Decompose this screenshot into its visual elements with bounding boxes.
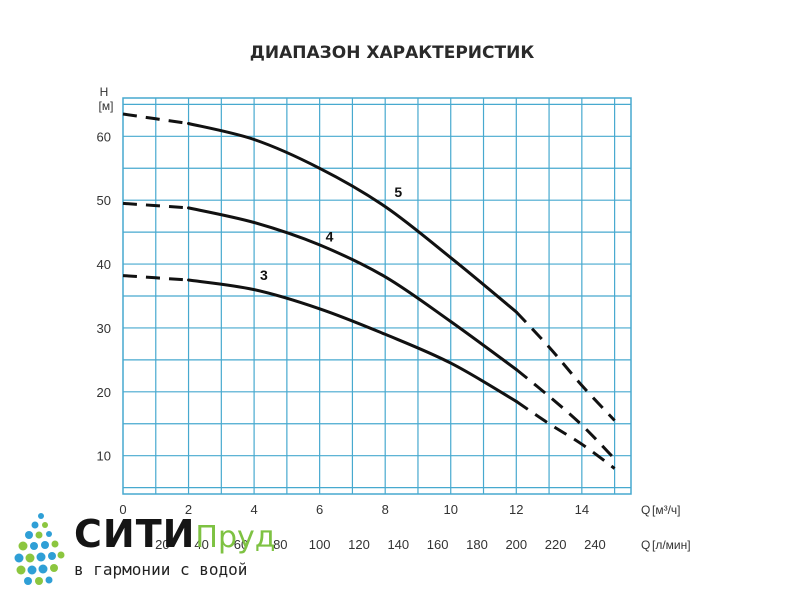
curve-label-4: 4 (326, 229, 334, 245)
curve-3 (187, 278, 518, 403)
x-tick-label: 12 (509, 502, 523, 517)
x-tick-label: 10 (444, 502, 458, 517)
x-tick-label: 8 (382, 502, 389, 517)
curve-5 (187, 122, 518, 314)
x-tick-label: 14 (575, 502, 589, 517)
curve-label-5: 5 (394, 184, 402, 200)
logo-name: СИТИПруд (74, 512, 276, 556)
curve-4-dashed-start (122, 201, 189, 210)
x-tick-label: 2 (185, 502, 192, 517)
y-tick-label: 40 (97, 257, 111, 272)
y-tick-label: 60 (97, 129, 111, 144)
curve-label-3: 3 (260, 267, 268, 283)
curve-4-dashed-end (515, 368, 616, 460)
x2-axis-label: Q (641, 538, 650, 552)
y-tick-label: 30 (97, 321, 111, 336)
tick-labels: 10 20 30 40 50 60 0 2 4 6 8 10 12 14 20 40 60 80 100 120 140… (97, 129, 606, 552)
x2-tick-label: 60 (234, 537, 248, 552)
x2-tick-label: 220 (545, 537, 567, 552)
x2-tick-label: 100 (309, 537, 331, 552)
x2-tick-label: 20 (155, 537, 169, 552)
curve-3-dashed-start (122, 274, 189, 282)
x2-tick-label: 240 (584, 537, 606, 552)
y-tick-label: 10 (97, 449, 111, 464)
x2-tick-label: 160 (427, 537, 449, 552)
curves: 5 4 3 (122, 112, 616, 470)
y-tick-label: 50 (97, 193, 111, 208)
x2-tick-label: 140 (387, 537, 409, 552)
x-tick-label: 4 (250, 502, 257, 517)
curve-3-dashed-end (515, 400, 616, 470)
logo-name-main: СИТИ (74, 512, 196, 556)
y-axis-label: H (100, 85, 109, 99)
curve-4 (187, 206, 518, 371)
x2-axis-unit: [л/мин] (652, 538, 691, 552)
logo-tagline: в гармонии с водой (74, 560, 248, 579)
logo-name-accent: Пруд (195, 520, 276, 555)
x2-tick-label: 80 (273, 537, 287, 552)
y-tick-label: 20 (97, 385, 111, 400)
logo: СИТИПруд в гармонии с водой (8, 510, 308, 590)
grid (122, 97, 632, 495)
x2-tick-label: 40 (194, 537, 208, 552)
x2-tick-label: 180 (466, 537, 488, 552)
water-drop-icon (14, 513, 65, 585)
x-axis-unit: [м³/ч] (652, 503, 681, 517)
chart-title: ДИАПАЗОН ХАРАКТЕРИСТИК (250, 43, 535, 63)
y-axis-unit: [м] (99, 99, 114, 113)
x-axis-label: Q (641, 503, 650, 517)
curve-5-dashed-end (515, 310, 616, 422)
curve-5-dashed-start (122, 112, 189, 125)
x-tick-label: 6 (316, 502, 323, 517)
x2-tick-label: 200 (505, 537, 527, 552)
x-tick-label: 0 (119, 502, 126, 517)
x2-tick-label: 120 (348, 537, 370, 552)
